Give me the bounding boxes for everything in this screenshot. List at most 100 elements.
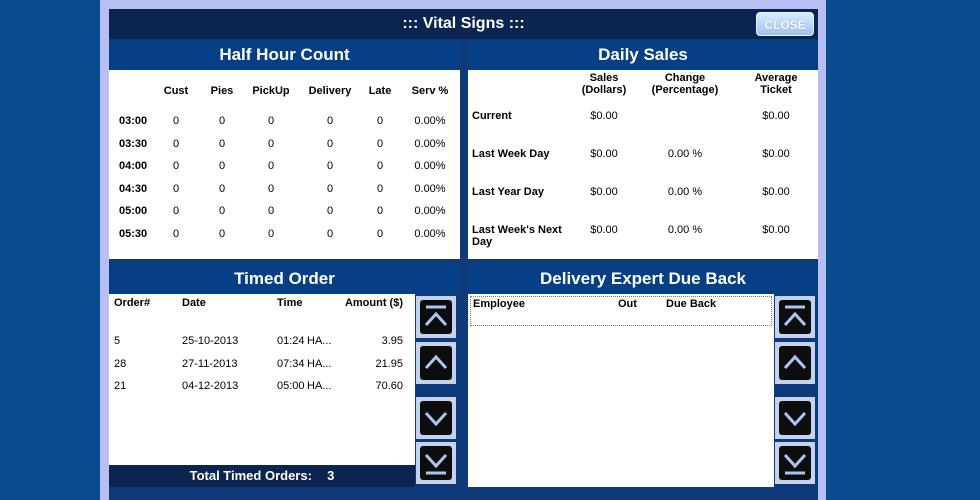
- avg-header-line2: Ticket: [760, 84, 792, 96]
- daily-sales-title: Daily Sales: [468, 40, 818, 70]
- half-hour-cell: 0: [267, 160, 275, 172]
- half-hour-cell: 0.00%: [414, 160, 446, 172]
- daily-sales-row-label: Last Week's Next Day: [472, 224, 562, 248]
- daily-sales-value: $0.00: [590, 110, 618, 122]
- timed-order-scroll-up-button[interactable]: [416, 342, 456, 384]
- half-hour-col-header: Serv %: [411, 85, 449, 97]
- timed-order-list[interactable]: Order# Date Time Amount ($) 5 25-10-2013 0…: [109, 294, 415, 465]
- timed-order-scroll-down-button[interactable]: [416, 397, 456, 439]
- timed-order-number: 21: [114, 380, 127, 392]
- close-button[interactable]: CLOSE: [756, 12, 814, 36]
- half-hour-cell: 0: [326, 205, 334, 217]
- half-hour-cell: 0: [218, 115, 226, 127]
- timed-order-date: 25-10-2013: [182, 335, 239, 347]
- daily-sales-value: $0.00: [590, 148, 618, 160]
- half-hour-cell: 0: [326, 227, 334, 240]
- timed-order-footer: Total Timed Orders: 3: [109, 465, 415, 487]
- half-hour-cell: 0: [267, 115, 275, 127]
- half-hour-cell: 0.00%: [414, 205, 446, 217]
- scroll-bottom-icon: [424, 453, 448, 475]
- half-hour-time: 04:30: [119, 182, 148, 195]
- delivery-scroll-bottom-button[interactable]: [775, 442, 815, 484]
- timed-order-time: 01:24: [277, 335, 305, 347]
- timed-order-number: 28: [114, 357, 127, 370]
- delivery-scroll-down-button[interactable]: [775, 397, 815, 439]
- timed-order-date: 04-12-2013: [182, 380, 239, 392]
- half-hour-cell: 0: [376, 227, 384, 240]
- daily-sales-row-label: Current: [472, 110, 512, 122]
- half-hour-cell: 0: [267, 227, 275, 240]
- daily-sales-value: $0.00: [590, 224, 618, 236]
- half-hour-cell: 0.00%: [414, 182, 446, 195]
- half-hour-col-header: Late: [368, 85, 392, 97]
- daily-sales-row-label-line: Current: [472, 110, 512, 122]
- timed-order-amount: 3.95: [381, 335, 403, 347]
- sales-header-line2: (Dollars): [581, 84, 627, 96]
- daily-sales-row-label: Last Year Day: [472, 186, 544, 198]
- half-hour-cell: 0: [172, 137, 180, 150]
- total-timed-orders-count: 3: [327, 468, 335, 483]
- half-hour-cell: 0: [326, 160, 334, 172]
- out-header: Out: [618, 298, 637, 310]
- timed-order-scroll-top-button[interactable]: [416, 296, 456, 338]
- total-timed-orders-label: Total Timed Orders:: [189, 468, 312, 483]
- scroll-bottom-icon: [783, 453, 807, 475]
- timed-order-number: 5: [114, 335, 121, 347]
- vital-signs-window: ::: Vital Signs ::: CLOSE Half Hour Coun…: [109, 9, 818, 500]
- half-hour-col-header: Pies: [210, 85, 234, 97]
- avg-header-line1: Average: [754, 72, 798, 84]
- half-hour-cell: 0: [326, 182, 334, 195]
- half-hour-cell: 0: [376, 205, 384, 217]
- daily-sales-row-label: Last Week Day: [472, 148, 549, 160]
- half-hour-time: 03:00: [119, 115, 148, 127]
- timed-order-amount: 70.60: [375, 380, 403, 392]
- half-hour-cell: 0: [218, 227, 226, 240]
- delivery-scroll-up-button[interactable]: [775, 342, 815, 384]
- scroll-top-icon: [424, 305, 448, 327]
- scroll-up-icon: [783, 354, 807, 370]
- half-hour-cell: 0: [172, 115, 180, 127]
- sales-header-line1: Sales: [589, 72, 619, 84]
- timed-order-tag: HA...: [307, 335, 332, 347]
- delivery-expert-list[interactable]: Employee Out Due Back: [468, 294, 774, 487]
- half-hour-time: 03:30: [119, 137, 148, 150]
- half-hour-cell: 0: [172, 205, 180, 217]
- daily-sales-change: 0.00 %: [667, 148, 703, 160]
- half-hour-cell: 0: [218, 182, 226, 195]
- change-header-line1: Change: [664, 72, 706, 84]
- outer-frame: ::: Vital Signs ::: CLOSE Half Hour Coun…: [100, 0, 826, 500]
- timed-order-amount: 21.95: [375, 357, 403, 370]
- title-bar: ::: Vital Signs ::: CLOSE: [109, 9, 818, 39]
- timed-order-tag: HA...: [307, 357, 332, 370]
- scroll-down-icon: [424, 411, 448, 427]
- daily-sales-row-label-line: Last Week Day: [472, 148, 550, 160]
- due-back-header: Due Back: [666, 298, 717, 310]
- half-hour-cell: 0: [218, 137, 226, 150]
- scroll-top-icon: [783, 305, 807, 327]
- amount-header: Amount ($): [344, 297, 403, 309]
- sales-header: Sales (Dollars): [569, 72, 639, 96]
- daily-sales-panel: Sales (Dollars) Change (Percentage) Aver…: [468, 70, 818, 259]
- half-hour-cell: 0: [376, 115, 384, 127]
- date-header: Date: [182, 297, 206, 309]
- daily-sales-change: 0.00 %: [667, 224, 703, 236]
- daily-sales-avg-ticket: $0.00: [762, 110, 790, 122]
- half-hour-cell: 0.00%: [414, 137, 446, 150]
- daily-sales-avg-ticket: $0.00: [762, 148, 790, 160]
- delivery-scroll-top-button[interactable]: [775, 296, 815, 338]
- half-hour-title: Half Hour Count: [109, 40, 460, 70]
- daily-sales-row-label-line: Last Week's Next: [472, 224, 562, 236]
- half-hour-cell: 0: [326, 137, 334, 150]
- half-hour-col-header: Delivery: [308, 85, 352, 97]
- employee-header: Employee: [473, 298, 525, 310]
- daily-sales-avg-ticket: $0.00: [762, 186, 790, 198]
- daily-sales-row-label-line: Last Year Day: [472, 186, 544, 198]
- window-title: ::: Vital Signs :::: [402, 15, 525, 32]
- half-hour-cell: 0.00%: [414, 227, 446, 240]
- change-header-line2: (Percentage): [651, 84, 719, 96]
- half-hour-time: 05:00: [119, 205, 148, 217]
- delivery-expert-title: Delivery Expert Due Back: [468, 264, 818, 294]
- timed-order-date: 27-11-2013: [182, 357, 238, 370]
- timed-order-title: Timed Order: [109, 264, 460, 294]
- timed-order-scroll-bottom-button[interactable]: [416, 442, 456, 484]
